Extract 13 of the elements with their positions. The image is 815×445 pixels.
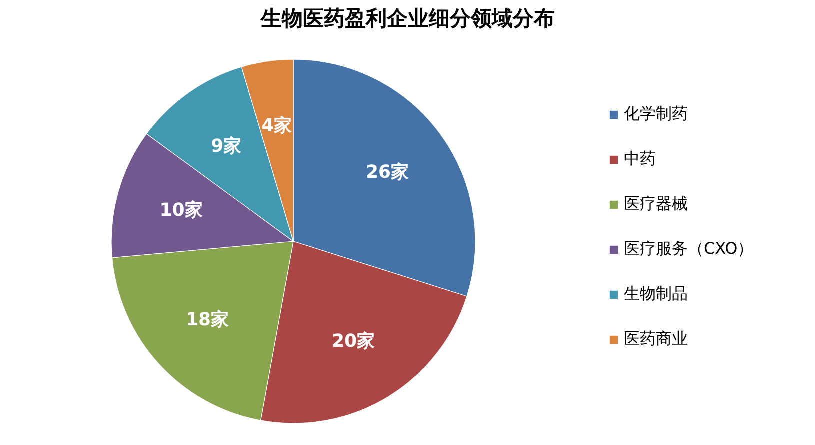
legend-label: 医药商业: [624, 329, 688, 350]
data-label: 10家: [160, 200, 203, 221]
legend-label: 中药: [624, 149, 656, 170]
legend-label: 化学制药: [624, 104, 688, 125]
legend-label: 生物制品: [624, 284, 688, 305]
data-label: 9家: [211, 136, 242, 157]
data-label: 4家: [261, 116, 292, 137]
data-label: 26家: [366, 162, 410, 184]
legend-label: 医疗器械: [624, 194, 688, 215]
data-label: 18家: [186, 310, 230, 331]
data-label: 20家: [332, 330, 376, 352]
legend-label: 医疗服务（CXO）: [624, 239, 754, 260]
chart-title: 生物医药盈利企业细分领域分布: [260, 6, 555, 30]
